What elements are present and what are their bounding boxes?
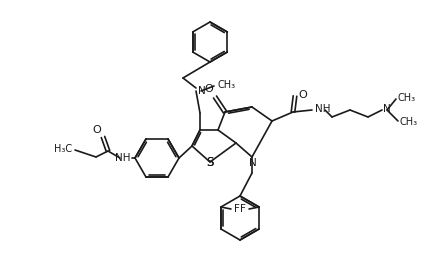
Text: N: N (198, 86, 206, 96)
Text: N: N (383, 104, 391, 114)
Text: CH₃: CH₃ (398, 93, 416, 103)
Text: O: O (204, 84, 213, 94)
Text: NH: NH (115, 153, 130, 163)
Text: CH₃: CH₃ (400, 117, 418, 127)
Text: S: S (206, 155, 214, 169)
Text: N: N (249, 158, 257, 168)
Text: F: F (240, 204, 246, 214)
Text: NH: NH (315, 104, 330, 114)
Text: O: O (298, 90, 307, 100)
Text: S: S (206, 156, 214, 169)
Text: F: F (234, 204, 240, 214)
Text: CH₃: CH₃ (217, 80, 235, 90)
Text: O: O (92, 125, 101, 135)
Text: H₃C: H₃C (54, 144, 72, 154)
